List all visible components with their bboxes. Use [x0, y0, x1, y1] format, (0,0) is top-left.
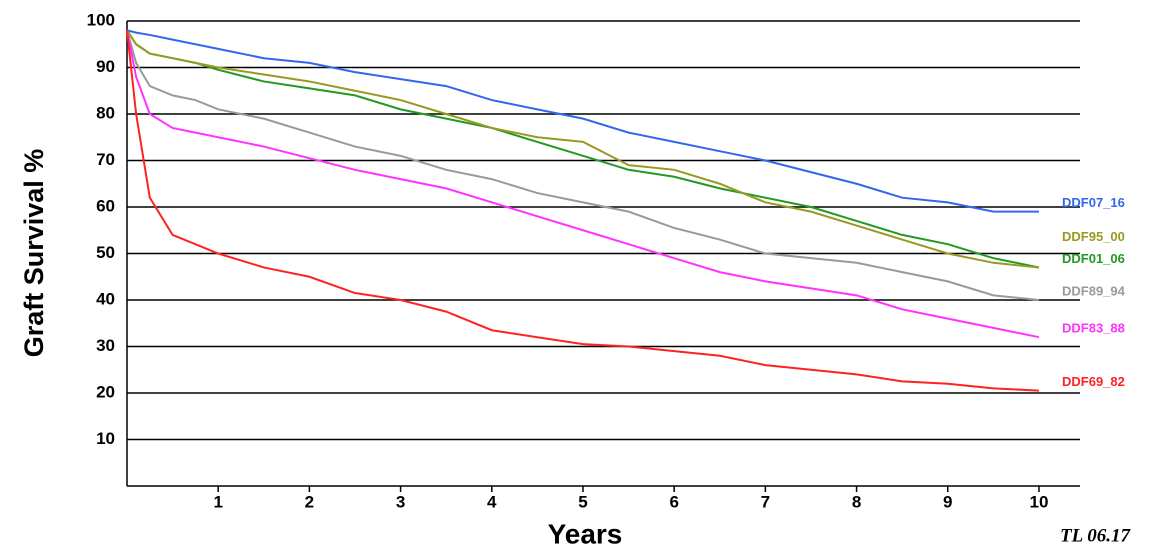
- x-tick-label: 1: [213, 492, 222, 511]
- x-axis-title: Years: [548, 518, 623, 549]
- series-line: [126, 30, 1040, 339]
- x-tick-label: 10: [1030, 492, 1049, 511]
- series-line: [126, 30, 1040, 392]
- y-tick-label: 60: [96, 196, 115, 215]
- x-tick-label: 3: [396, 492, 405, 511]
- y-tick-label: 20: [96, 382, 115, 401]
- y-tick-label: 70: [96, 150, 115, 169]
- legend-label: DDF01_06: [1062, 251, 1125, 266]
- x-tick-label: 6: [669, 492, 678, 511]
- annotation: TL 06.17: [1060, 525, 1132, 546]
- y-tick-label: 90: [96, 57, 115, 76]
- legend-label: DDF07_16: [1062, 195, 1125, 210]
- x-tick-label: 7: [761, 492, 770, 511]
- legend-label: DDF83_88: [1062, 321, 1125, 336]
- series-line: [126, 30, 1040, 301]
- x-tick-label: 5: [578, 492, 587, 511]
- y-tick-label: 100: [87, 10, 115, 29]
- legend-label: DDF95_00: [1062, 229, 1125, 244]
- series-line: [126, 29, 1040, 269]
- y-tick-label: 10: [96, 429, 115, 448]
- legend-label: DDF89_94: [1062, 283, 1126, 298]
- x-tick-label: 8: [852, 492, 861, 511]
- y-tick-label: 50: [96, 243, 115, 262]
- y-tick-label: 40: [96, 289, 115, 308]
- legend-label: DDF69_82: [1062, 374, 1125, 389]
- x-tick-label: 4: [487, 492, 497, 511]
- series-line: [126, 29, 1039, 213]
- x-tick-label: 2: [305, 492, 314, 511]
- series-line: [126, 29, 1040, 269]
- y-tick-label: 30: [96, 336, 115, 355]
- y-tick-label: 80: [96, 103, 115, 122]
- y-axis-title: Graft Survival %: [19, 149, 49, 358]
- x-tick-label: 9: [943, 492, 952, 511]
